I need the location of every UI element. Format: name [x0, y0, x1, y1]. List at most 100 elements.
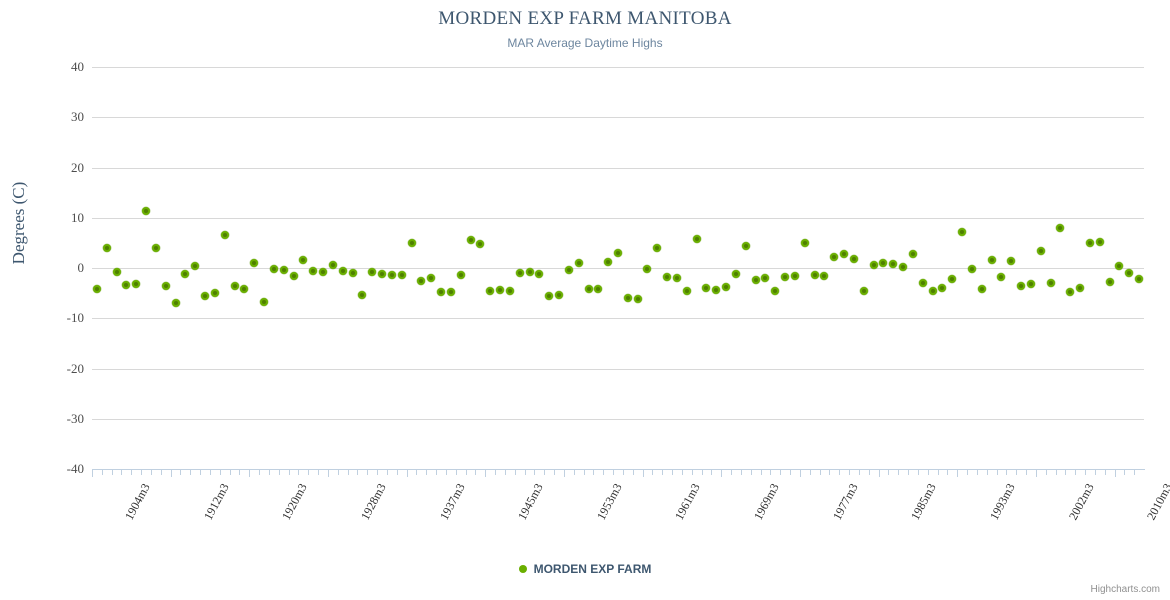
- data-point[interactable]: [948, 275, 957, 284]
- data-point[interactable]: [800, 238, 809, 247]
- data-point[interactable]: [908, 249, 917, 258]
- data-point[interactable]: [1076, 284, 1085, 293]
- data-point[interactable]: [446, 288, 455, 297]
- data-point[interactable]: [397, 271, 406, 280]
- data-point[interactable]: [201, 292, 210, 301]
- data-point[interactable]: [171, 299, 180, 308]
- data-point[interactable]: [122, 281, 131, 290]
- data-point[interactable]: [496, 286, 505, 295]
- data-point[interactable]: [358, 291, 367, 300]
- data-point[interactable]: [210, 289, 219, 298]
- data-point[interactable]: [1056, 223, 1065, 232]
- data-point[interactable]: [1036, 246, 1045, 255]
- data-point[interactable]: [1026, 280, 1035, 289]
- data-point[interactable]: [191, 261, 200, 270]
- data-point[interactable]: [574, 258, 583, 267]
- data-point[interactable]: [722, 283, 731, 292]
- data-point[interactable]: [92, 285, 101, 294]
- data-point[interactable]: [309, 267, 318, 275]
- data-point[interactable]: [319, 267, 328, 276]
- data-point[interactable]: [515, 269, 524, 278]
- data-point[interactable]: [643, 265, 652, 273]
- data-point[interactable]: [437, 288, 446, 297]
- data-point[interactable]: [181, 270, 190, 279]
- data-point[interactable]: [407, 238, 416, 247]
- data-point[interactable]: [997, 273, 1006, 282]
- data-point[interactable]: [102, 243, 111, 252]
- data-point[interactable]: [505, 286, 514, 295]
- data-point[interactable]: [967, 265, 976, 273]
- data-point[interactable]: [594, 285, 603, 294]
- data-point[interactable]: [387, 271, 396, 280]
- data-point[interactable]: [840, 249, 849, 258]
- data-point[interactable]: [1046, 279, 1055, 288]
- data-point[interactable]: [555, 291, 563, 300]
- data-point[interactable]: [731, 270, 740, 279]
- data-point[interactable]: [761, 274, 770, 283]
- data-point[interactable]: [299, 255, 308, 264]
- data-point[interactable]: [269, 265, 278, 273]
- data-point[interactable]: [151, 243, 160, 252]
- data-point[interactable]: [977, 285, 986, 294]
- data-point[interactable]: [958, 227, 967, 236]
- data-point[interactable]: [368, 268, 377, 277]
- data-point[interactable]: [1017, 282, 1026, 291]
- data-point[interactable]: [378, 270, 387, 279]
- data-point[interactable]: [771, 287, 780, 296]
- data-point[interactable]: [790, 272, 799, 281]
- data-point[interactable]: [672, 274, 681, 283]
- data-point[interactable]: [1135, 275, 1144, 284]
- data-point[interactable]: [289, 272, 298, 281]
- data-point[interactable]: [810, 271, 819, 280]
- data-point[interactable]: [584, 285, 593, 294]
- data-point[interactable]: [476, 239, 485, 248]
- data-point[interactable]: [889, 259, 898, 268]
- data-point[interactable]: [918, 279, 927, 288]
- data-point[interactable]: [633, 295, 642, 304]
- data-point[interactable]: [1066, 288, 1075, 297]
- data-point[interactable]: [486, 287, 495, 296]
- legend-item[interactable]: MORDEN EXP FARM: [518, 562, 651, 576]
- data-point[interactable]: [417, 277, 426, 286]
- data-point[interactable]: [466, 235, 475, 244]
- data-point[interactable]: [279, 266, 288, 274]
- data-point[interactable]: [328, 260, 337, 269]
- data-point[interactable]: [830, 252, 839, 261]
- data-point[interactable]: [741, 241, 750, 250]
- data-point[interactable]: [751, 276, 760, 285]
- data-point[interactable]: [1125, 269, 1134, 278]
- data-point[interactable]: [1105, 278, 1114, 287]
- data-point[interactable]: [1115, 261, 1124, 270]
- data-point[interactable]: [456, 271, 465, 280]
- data-point[interactable]: [564, 266, 573, 274]
- data-point[interactable]: [879, 258, 888, 267]
- data-point[interactable]: [987, 255, 996, 264]
- data-point[interactable]: [849, 254, 858, 263]
- data-point[interactable]: [132, 280, 141, 289]
- data-point[interactable]: [112, 268, 121, 277]
- data-point[interactable]: [859, 287, 868, 296]
- data-point[interactable]: [240, 285, 249, 294]
- data-point[interactable]: [338, 267, 347, 275]
- data-point[interactable]: [348, 269, 357, 278]
- data-point[interactable]: [702, 284, 711, 293]
- data-point[interactable]: [614, 248, 622, 257]
- data-point[interactable]: [604, 257, 613, 266]
- data-point[interactable]: [535, 270, 544, 279]
- data-point[interactable]: [899, 262, 908, 271]
- data-point[interactable]: [525, 268, 534, 277]
- data-point[interactable]: [250, 258, 259, 267]
- data-point[interactable]: [869, 260, 878, 269]
- data-point[interactable]: [161, 282, 170, 291]
- data-point[interactable]: [220, 231, 229, 240]
- data-point[interactable]: [663, 273, 672, 282]
- data-point[interactable]: [820, 272, 829, 281]
- data-point[interactable]: [938, 284, 947, 293]
- data-point[interactable]: [682, 287, 691, 296]
- data-point[interactable]: [623, 294, 632, 303]
- data-point[interactable]: [781, 273, 790, 282]
- data-point[interactable]: [928, 287, 937, 296]
- data-point[interactable]: [692, 234, 701, 243]
- data-point[interactable]: [230, 281, 239, 290]
- data-point[interactable]: [142, 207, 151, 216]
